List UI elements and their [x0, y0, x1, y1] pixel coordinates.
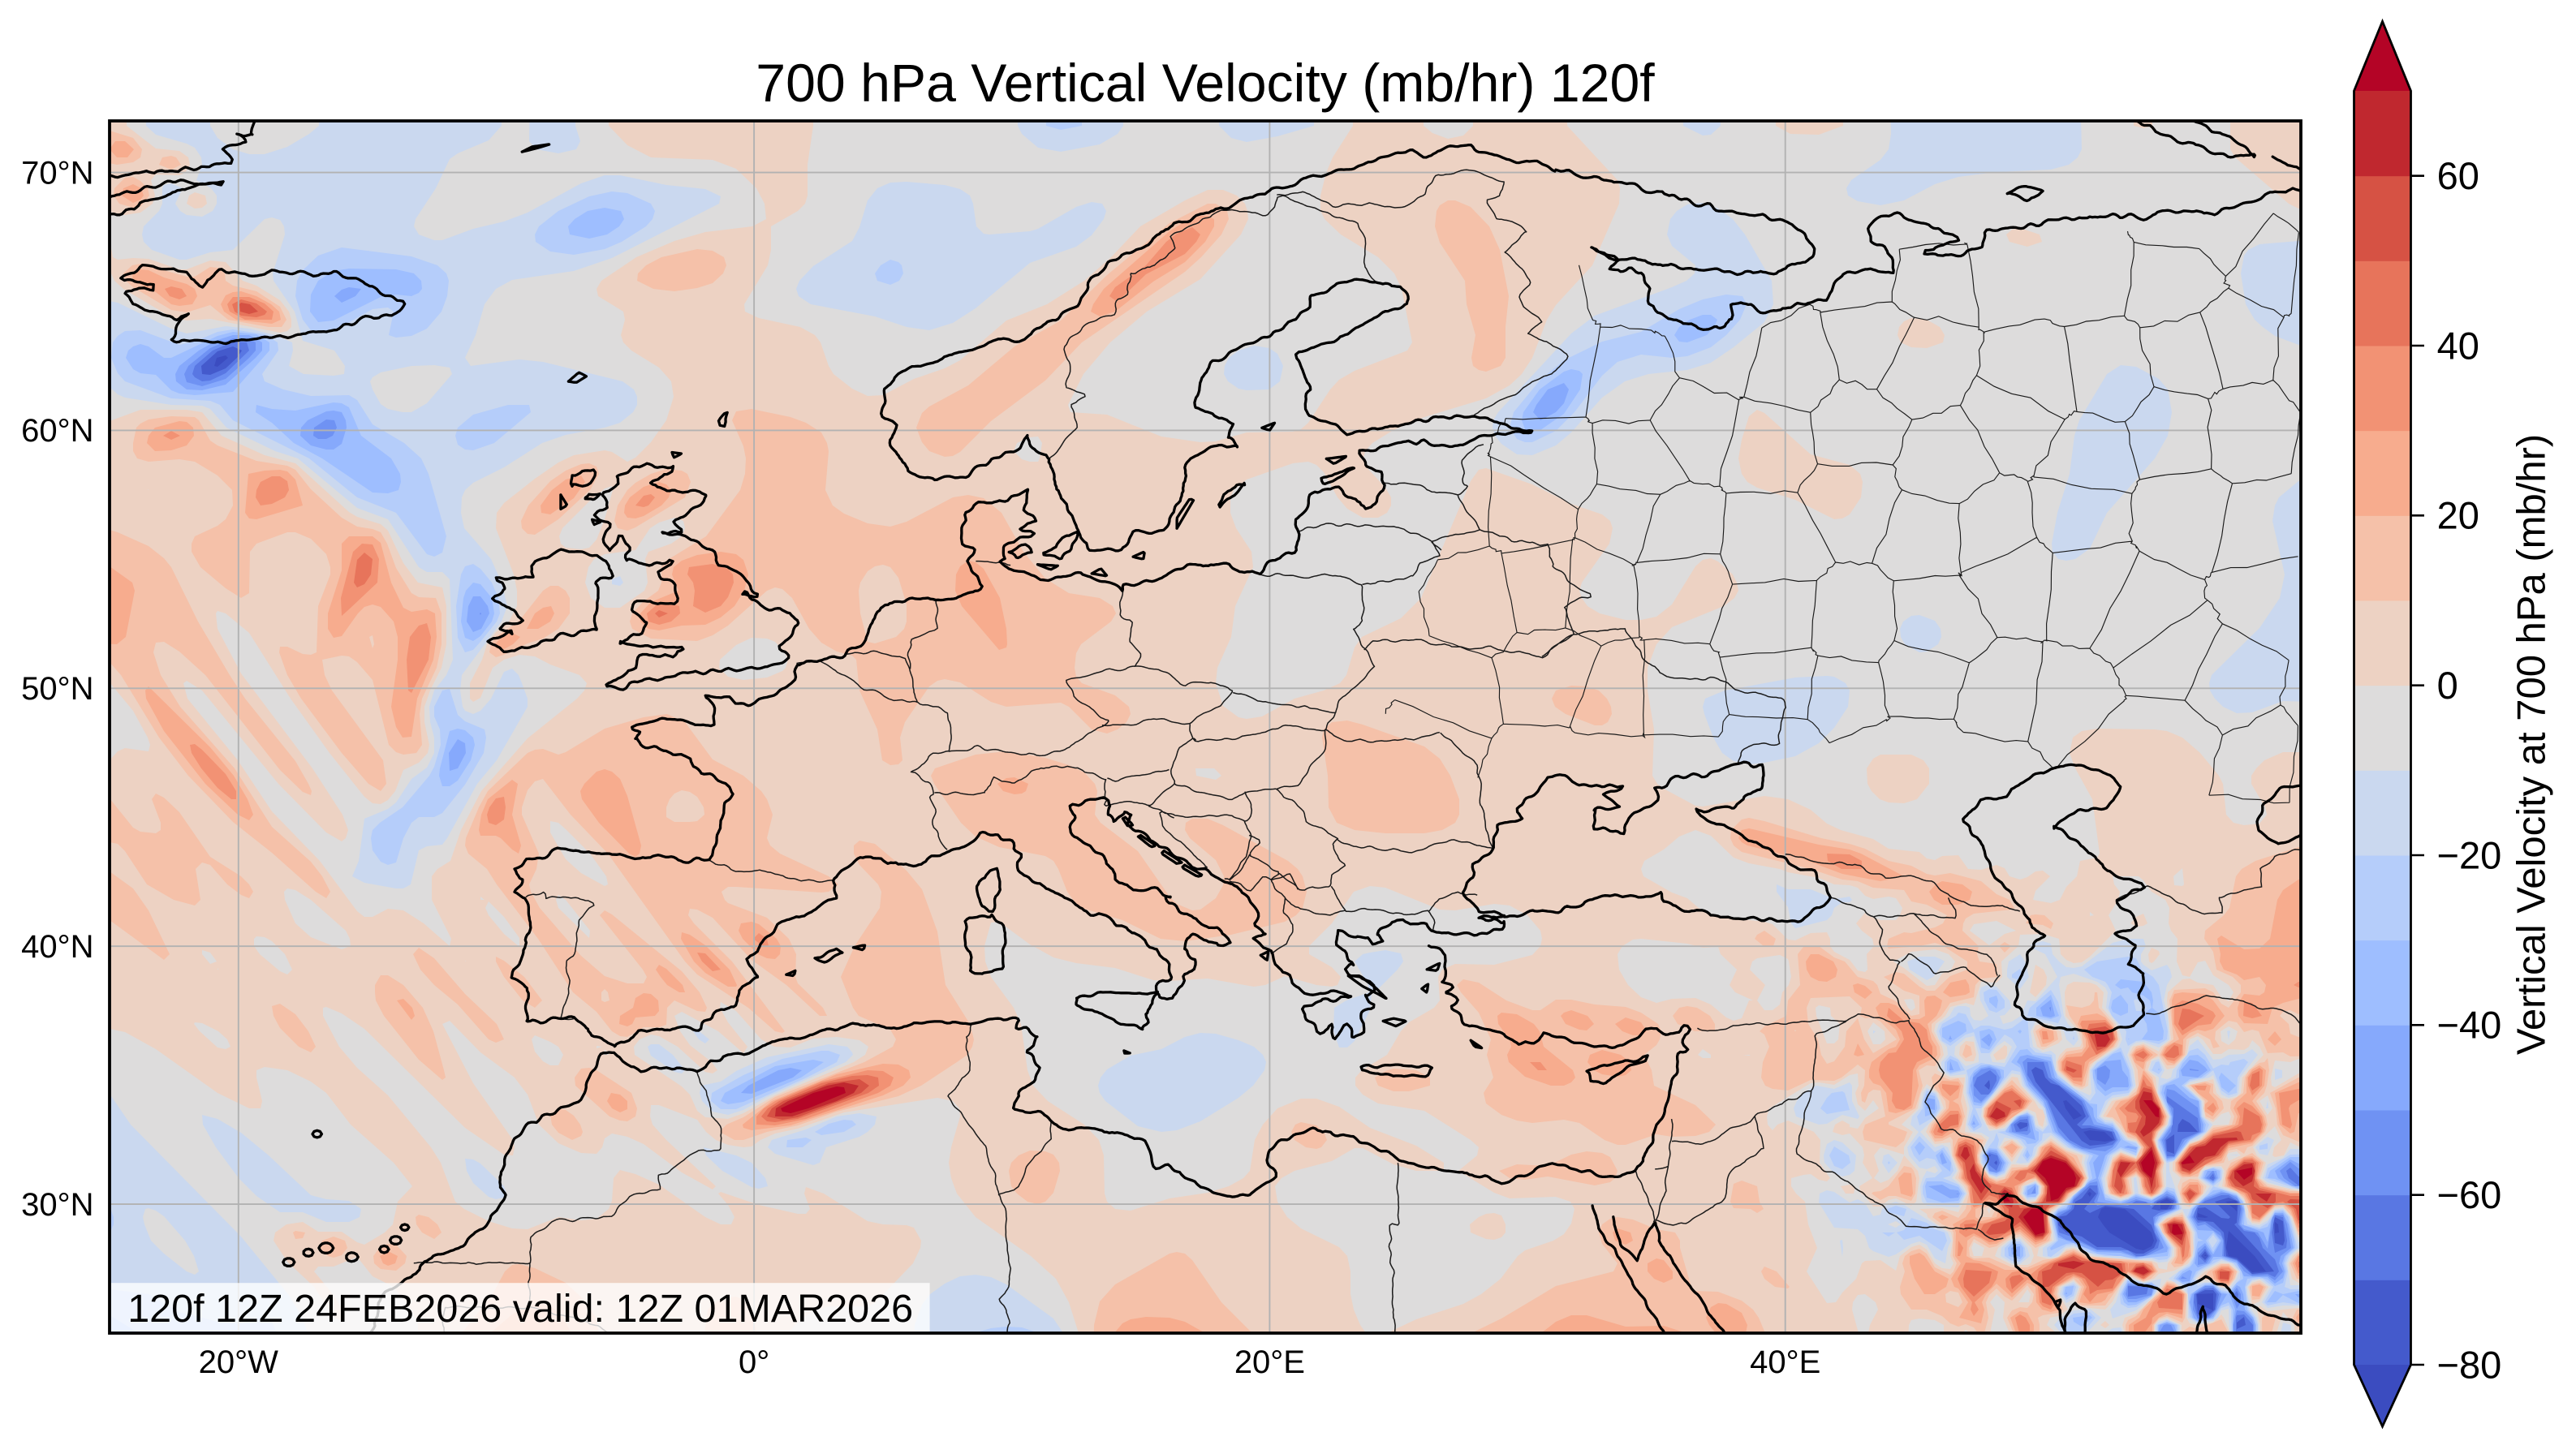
svg-text:20°W: 20°W: [199, 1344, 278, 1380]
svg-text:0: 0: [2437, 664, 2458, 707]
svg-text:−80: −80: [2437, 1343, 2502, 1386]
svg-text:Vertical Velocity at 700 hPa (: Vertical Velocity at 700 hPa (mb/hr): [2510, 434, 2554, 1055]
svg-text:0°: 0°: [739, 1344, 769, 1380]
svg-text:70°N: 70°N: [21, 155, 93, 191]
svg-text:120f 12Z 24FEB2026 valid: 12Z: 120f 12Z 24FEB2026 valid: 12Z 01MAR2026: [127, 1287, 913, 1331]
svg-text:30°N: 30°N: [21, 1187, 93, 1223]
svg-text:40°N: 40°N: [21, 929, 93, 965]
svg-text:−60: −60: [2437, 1173, 2502, 1216]
svg-text:40: 40: [2437, 324, 2479, 367]
svg-text:40°E: 40°E: [1750, 1344, 1820, 1380]
svg-text:20°E: 20°E: [1234, 1344, 1305, 1380]
svg-text:20: 20: [2437, 494, 2479, 537]
svg-text:−40: −40: [2437, 1004, 2502, 1047]
svg-text:50°N: 50°N: [21, 671, 93, 707]
svg-text:−20: −20: [2437, 833, 2502, 876]
svg-text:60°N: 60°N: [21, 413, 93, 449]
svg-text:60: 60: [2437, 154, 2479, 197]
svg-text:700 hPa Vertical Velocity (mb/: 700 hPa Vertical Velocity (mb/hr) 120f: [756, 54, 1655, 114]
